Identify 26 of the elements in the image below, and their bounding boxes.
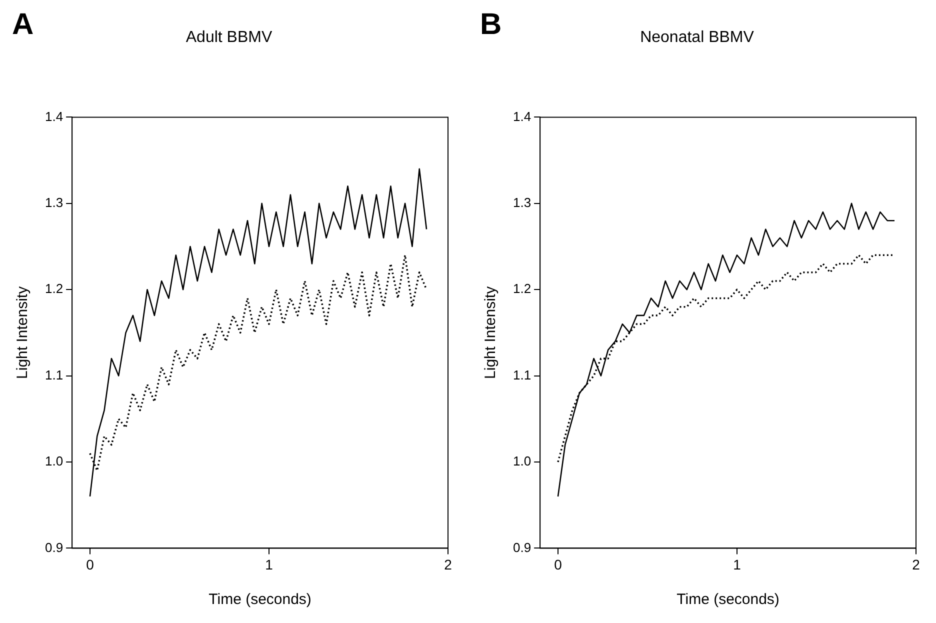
y-tick-label: 1.2	[512, 281, 532, 296]
y-tick-label: 1.1	[44, 367, 64, 382]
y-tick-label: 0.9	[512, 540, 532, 555]
x-tick-label: 1	[733, 556, 742, 572]
y-tick-label: 1.0	[44, 454, 64, 469]
y-tick-label: 1.4	[512, 108, 532, 124]
x-tick-label: 2	[912, 556, 920, 572]
chart-title: Neonatal BBMV	[640, 29, 754, 46]
x-axis-title: Time (seconds)	[208, 591, 312, 608]
y-tick-label: 1.1	[512, 367, 532, 382]
chart-title: Adult BBMV	[186, 29, 272, 46]
x-tick-label: 0	[554, 556, 562, 572]
x-tick-label: 0	[86, 556, 94, 572]
x-tick-label: 2	[444, 556, 452, 572]
text: B	[480, 8, 502, 42]
x-axis-title: Time (seconds)	[676, 591, 780, 608]
y-axis-title: Light Intensity	[14, 286, 32, 379]
y-tick-label: 0.9	[44, 540, 64, 555]
y-tick-label: 1.4	[44, 108, 64, 124]
y-tick-label: 1.2	[44, 281, 64, 296]
y-tick-label: 1.3	[512, 194, 532, 210]
x-tick-label: 1	[265, 556, 274, 572]
text: A	[12, 8, 34, 42]
y-axis-title: Light Intensity	[482, 286, 500, 379]
y-tick-label: 1.0	[512, 454, 532, 469]
y-tick-label: 1.3	[44, 194, 64, 210]
